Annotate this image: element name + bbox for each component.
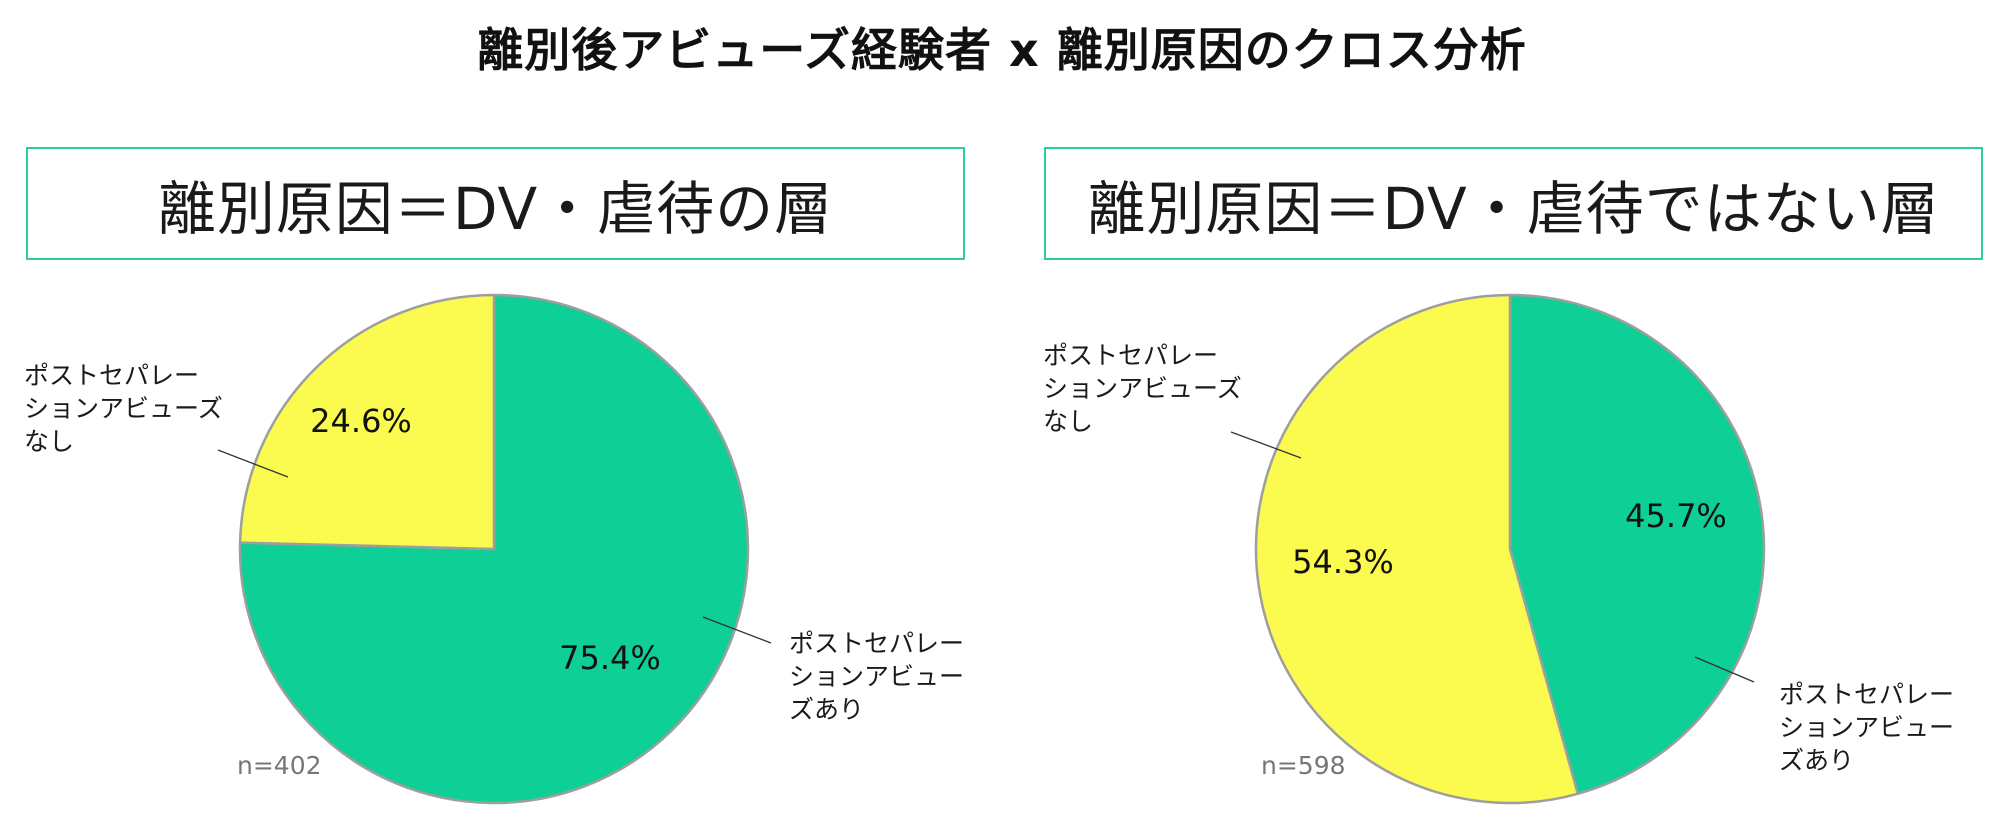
pie-non-dv-leader-line-abuse-no [1230,431,1302,459]
pie-non-dv-value-label-abuse-no: 54.3% [1292,543,1394,581]
pie-dv-category-label-abuse-yes: ポストセパレーションアビューズあり [789,629,964,724]
pie-non-dv-category-label-abuse-no: ポストセパレーションアビューズなし [1043,341,1242,436]
pie-dv-slice-abuse-no [238,293,496,551]
pie-non-dv-value-label-abuse-yes: 45.7% [1625,497,1727,535]
pie-dv-value-label-abuse-yes: 75.4% [559,639,661,677]
pie-non-dv-slice-abuse-no [1254,293,1580,805]
pie-non-dv-category-label-abuse-yes: ポストセパレーションアビューズあり [1779,680,1954,775]
pie-dv-leader-line-abuse-no [217,449,289,478]
pie-dv-category-label-abuse-no: ポストセパレーションアビューズなし [24,361,223,456]
pie-dv-leader-line-abuse-yes [702,616,772,644]
pie-non-dv-slice-abuse-yes [1508,293,1766,796]
chart-main-title: 離別後アビューズ経験者 x 離別原因のクロス分析 [477,23,1527,77]
pie-dv-value-label-abuse-no: 24.6% [310,402,412,440]
pie-non-dv-leader-line-abuse-yes [1694,656,1755,683]
pie-dv-title: 離別原因＝DV・虐待の層 [26,147,965,260]
pie-non-dv-title: 離別原因＝DV・虐待ではない層 [1044,147,1983,260]
pie-non-dv-sample-size: n=598 [1261,751,1346,780]
pie-dv-sample-size: n=402 [237,751,322,780]
